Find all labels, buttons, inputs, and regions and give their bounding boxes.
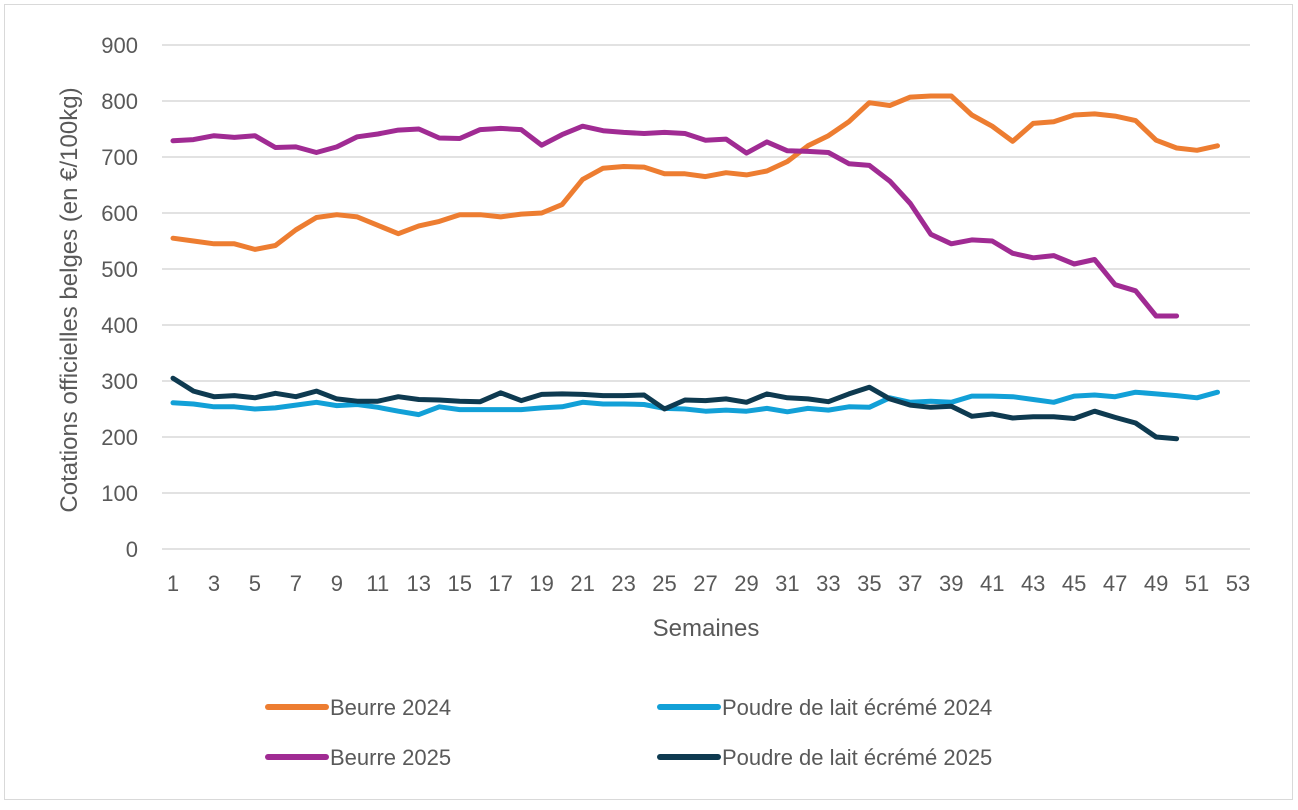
x-tick-label: 21 xyxy=(570,571,594,596)
legend-label: Beurre 2024 xyxy=(330,695,451,720)
x-tick-label: 1 xyxy=(167,571,179,596)
x-tick-label: 49 xyxy=(1144,571,1168,596)
x-tick-label: 39 xyxy=(939,571,963,596)
y-tick-label: 200 xyxy=(101,425,138,450)
y-tick-label: 400 xyxy=(101,313,138,338)
y-tick-label: 600 xyxy=(101,201,138,226)
x-tick-label: 9 xyxy=(331,571,343,596)
chart-frame xyxy=(4,4,1293,800)
x-tick-labels: 1 3 5 7 9 11 13 15 17 19 21 23 25 27 29 31 33 35 37 39 41 43 4… xyxy=(167,571,1250,596)
x-tick-label: 53 xyxy=(1226,571,1250,596)
series-line-beurre-2024 xyxy=(170,93,1220,252)
series-line-poudre-de-lait-cr-m-2025 xyxy=(170,375,1180,442)
y-tick-label: 100 xyxy=(101,481,138,506)
legend-label: Poudre de lait écrémé 2024 xyxy=(722,695,992,720)
x-tick-label: 25 xyxy=(652,571,676,596)
x-tick-label: 33 xyxy=(816,571,840,596)
y-axis-title: Cotations officielles belges (en €/100kg… xyxy=(56,87,83,512)
y-tick-label: 900 xyxy=(101,33,138,58)
y-tick-label: 500 xyxy=(101,257,138,282)
series-lines xyxy=(170,93,1220,442)
x-axis-title: Semaines xyxy=(653,615,760,642)
x-tick-label: 35 xyxy=(857,571,881,596)
x-tick-label: 19 xyxy=(529,571,553,596)
x-tick-label: 5 xyxy=(249,571,261,596)
series-line-poudre-de-lait-cr-m-2024 xyxy=(170,389,1220,418)
x-tick-label: 17 xyxy=(488,571,512,596)
x-tick-label: 29 xyxy=(734,571,758,596)
x-tick-label: 23 xyxy=(611,571,635,596)
y-tick-label: 800 xyxy=(101,89,138,114)
legend-item: Poudre de lait écrémé 2025 xyxy=(657,745,992,770)
x-tick-label: 27 xyxy=(693,571,717,596)
y-tick-label: 700 xyxy=(101,145,138,170)
legend-label: Poudre de lait écrémé 2025 xyxy=(722,745,992,770)
x-tick-label: 7 xyxy=(290,571,302,596)
x-tick-label: 47 xyxy=(1103,571,1127,596)
x-tick-label: 43 xyxy=(1021,571,1045,596)
legend: Beurre 2024 Poudre de lait écrémé 2024 Beu… xyxy=(265,695,992,770)
legend-item: Poudre de lait écrémé 2024 xyxy=(657,695,992,720)
x-tick-label: 37 xyxy=(898,571,922,596)
x-tick-label: 3 xyxy=(208,571,220,596)
y-tick-label: 300 xyxy=(101,369,138,394)
legend-label: Beurre 2025 xyxy=(330,745,451,770)
series-line-beurre-2025 xyxy=(170,123,1180,319)
y-tick-label: 0 xyxy=(126,537,138,562)
x-tick-label: 13 xyxy=(407,571,431,596)
y-tick-labels: 0 100 200 300 400 500 600 700 800 900 xyxy=(101,33,138,562)
x-tick-label: 15 xyxy=(447,571,471,596)
legend-item: Beurre 2024 xyxy=(265,695,451,720)
x-tick-label: 41 xyxy=(980,571,1004,596)
gridlines xyxy=(162,44,1250,550)
x-tick-label: 51 xyxy=(1185,571,1209,596)
legend-item: Beurre 2025 xyxy=(265,745,451,770)
x-tick-label: 11 xyxy=(366,571,389,596)
x-tick-label: 45 xyxy=(1062,571,1086,596)
x-tick-label: 31 xyxy=(775,571,799,596)
